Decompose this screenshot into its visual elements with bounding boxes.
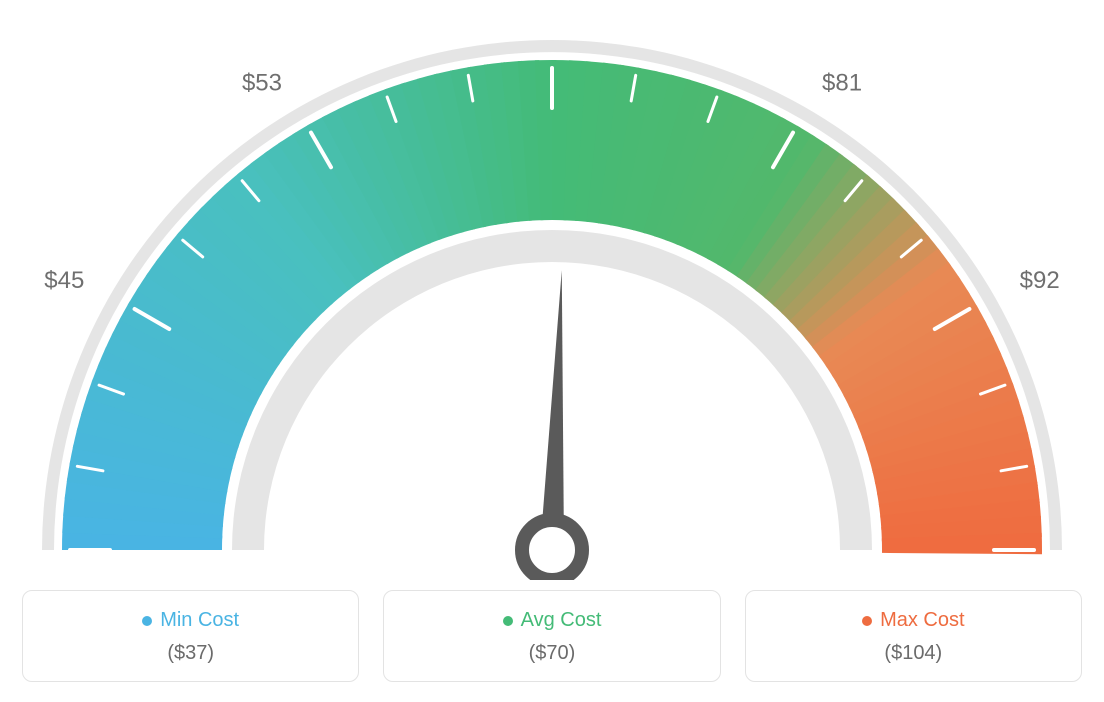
svg-text:$45: $45 — [44, 267, 84, 294]
min-value: ($37) — [33, 642, 348, 665]
gauge-svg: $37$45$53$70$81$92$104 — [22, 20, 1082, 580]
legend-label-row: Avg Cost — [394, 609, 709, 632]
legend-label-row: Min Cost — [33, 609, 348, 632]
legend-card-avg: Avg Cost ($70) — [383, 590, 720, 682]
legend-label-row: Max Cost — [756, 609, 1071, 632]
max-label: Max Cost — [880, 609, 964, 632]
avg-value: ($70) — [394, 642, 709, 665]
legend-card-max: Max Cost ($104) — [745, 590, 1082, 682]
min-label: Min Cost — [160, 609, 239, 632]
max-value: ($104) — [756, 642, 1071, 665]
svg-text:$81: $81 — [822, 69, 862, 96]
svg-text:$53: $53 — [242, 69, 282, 96]
legend-row: Min Cost ($37) Avg Cost ($70) Max Cost (… — [22, 590, 1082, 682]
svg-text:$92: $92 — [1020, 267, 1060, 294]
svg-text:$70: $70 — [532, 20, 572, 24]
avg-label: Avg Cost — [521, 609, 602, 632]
max-dot-icon — [862, 616, 872, 626]
legend-card-min: Min Cost ($37) — [22, 590, 359, 682]
cost-gauge: $37$45$53$70$81$92$104 — [22, 20, 1082, 580]
min-dot-icon — [142, 616, 152, 626]
avg-dot-icon — [503, 616, 513, 626]
